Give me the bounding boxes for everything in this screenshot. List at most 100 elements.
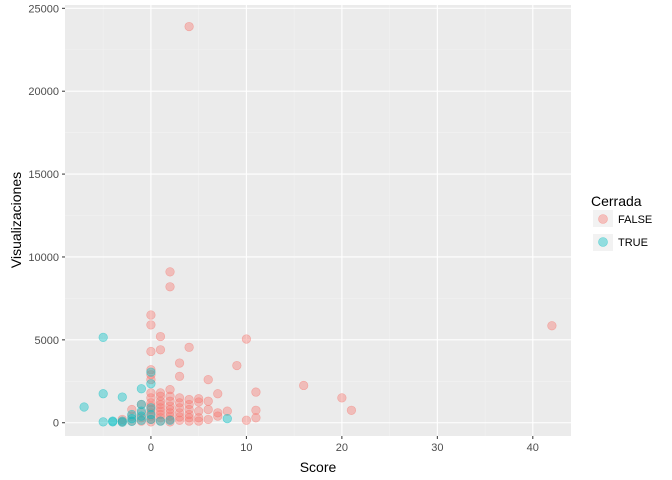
point-false [213,411,223,421]
point-false [155,409,166,420]
point-false [184,413,194,423]
point-false [155,345,166,355]
x-tick-label: 10 [240,442,252,454]
point-true [98,389,108,399]
y-tick-label: 5000 [35,335,59,347]
y-tick-label: 15000 [28,169,59,181]
point-false [194,394,204,404]
x-tick-label: 0 [148,442,154,454]
point-false [251,387,261,397]
x-tick-label: 30 [431,442,443,454]
y-axis-title: Visualizaciones [8,172,24,268]
x-tick-label: 40 [527,442,539,454]
point-false [174,398,185,408]
point-false [232,360,242,371]
legend-key-false-bg [593,210,613,227]
data-points [79,21,557,427]
point-false [174,403,185,413]
point-false [194,397,204,407]
point-true [136,406,146,416]
legend-label-true: TRUE [618,237,648,249]
point-true [136,399,146,410]
point-false [127,404,137,415]
point-false [194,413,204,423]
point-true [127,416,137,427]
point-false [146,417,156,427]
y-tick-label: 20000 [28,86,59,98]
point-false [194,416,204,426]
point-true [117,392,127,402]
point-false [184,342,194,352]
point-false [299,380,309,391]
point-false [165,391,175,401]
point-true [146,403,156,413]
point-false [222,406,232,416]
point-false [165,282,175,292]
legend: Cerrada FALSE TRUE [591,193,652,251]
point-true [155,416,166,426]
point-false [165,396,175,406]
x-axis-ticks: 0 10 20 30 40 [148,436,539,454]
y-axis-ticks: 0 5000 10000 15000 20000 25000 [28,3,65,430]
point-false [165,401,175,411]
legend-key-true [598,237,608,247]
point-false [203,375,213,385]
y-tick-label: 0 [53,418,59,430]
legend-label-false: FALSE [618,214,652,226]
point-true [117,417,127,427]
point-false [346,405,357,415]
point-false [146,398,156,408]
point-true [146,414,156,425]
point-false [241,334,251,344]
point-false [174,358,185,368]
point-false [184,394,194,405]
point-false [194,406,204,416]
legend-title: Cerrada [591,193,642,209]
point-true [146,409,156,420]
x-axis-title: Score [300,459,337,475]
point-true [146,379,156,389]
point-true [165,415,175,425]
y-tick-label: 10000 [28,252,59,264]
point-true [136,384,146,394]
point-true [79,402,89,412]
point-false [146,365,156,375]
point-false [174,371,185,381]
point-false [155,391,166,401]
point-true [222,413,232,424]
point-false [155,331,166,342]
point-false [146,388,156,398]
point-false [155,396,166,406]
major-grid [65,5,571,436]
legend-key-true-bg [593,234,613,251]
point-false [146,310,156,320]
point-false [337,393,347,403]
point-true [136,415,146,425]
point-false [155,413,166,423]
minor-grid [65,5,571,436]
point-false [155,403,166,413]
point-false [174,415,185,425]
point-false [251,413,261,423]
point-false [174,412,185,422]
point-false [165,404,175,415]
point-false [203,396,213,406]
point-true [108,417,118,427]
point-false [146,370,156,380]
point-false [155,399,166,410]
point-true [146,367,156,377]
point-true [127,413,137,424]
point-false [213,389,223,399]
point-false [547,321,557,331]
y-tick-label: 25000 [28,3,59,15]
point-false [146,393,156,403]
legend-key-false [598,214,608,224]
point-false [184,409,194,420]
point-false [213,408,223,418]
point-false [165,384,175,395]
point-false [184,21,194,32]
point-false [146,320,156,330]
point-false [241,415,251,425]
point-true [98,332,108,342]
